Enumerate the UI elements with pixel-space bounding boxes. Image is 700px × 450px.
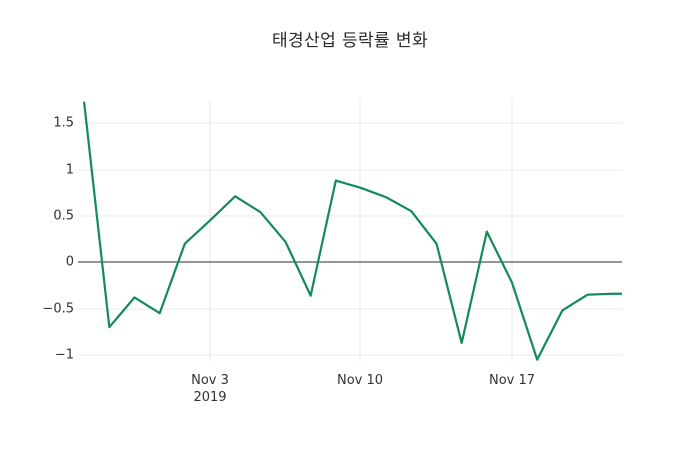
y-tick-label: 1 xyxy=(65,162,74,178)
x-tick-label-text: Nov 17 xyxy=(488,373,536,388)
x-tick-label-text: Nov 10 xyxy=(336,373,384,388)
y-gridlines xyxy=(78,122,622,356)
x-tick-sublabel-year: 2019 xyxy=(193,390,227,405)
data-line-series xyxy=(83,101,622,361)
chart-title: 태경산업 등락률 변화 xyxy=(272,31,428,51)
y-tick-label: −0.5 xyxy=(42,301,74,317)
y-axis-tick-labels: 1.5 1 0.5 0 −0.5 −1 xyxy=(22,0,74,450)
y-tick-label: 1.5 xyxy=(53,115,74,131)
x-gridlines xyxy=(209,100,513,362)
y-tick-label: 0.5 xyxy=(53,208,74,224)
x-tick-label-text: Nov 3 xyxy=(191,373,229,388)
x-tick-label-nov-17: Nov 17 xyxy=(489,372,535,389)
x-tick-label-nov-10: Nov 10 xyxy=(337,372,383,389)
x-tick-label-nov-3: Nov 3 2019 xyxy=(191,372,229,406)
y-tick-label: 0 xyxy=(65,254,74,270)
y-tick-label: −1 xyxy=(54,347,74,363)
